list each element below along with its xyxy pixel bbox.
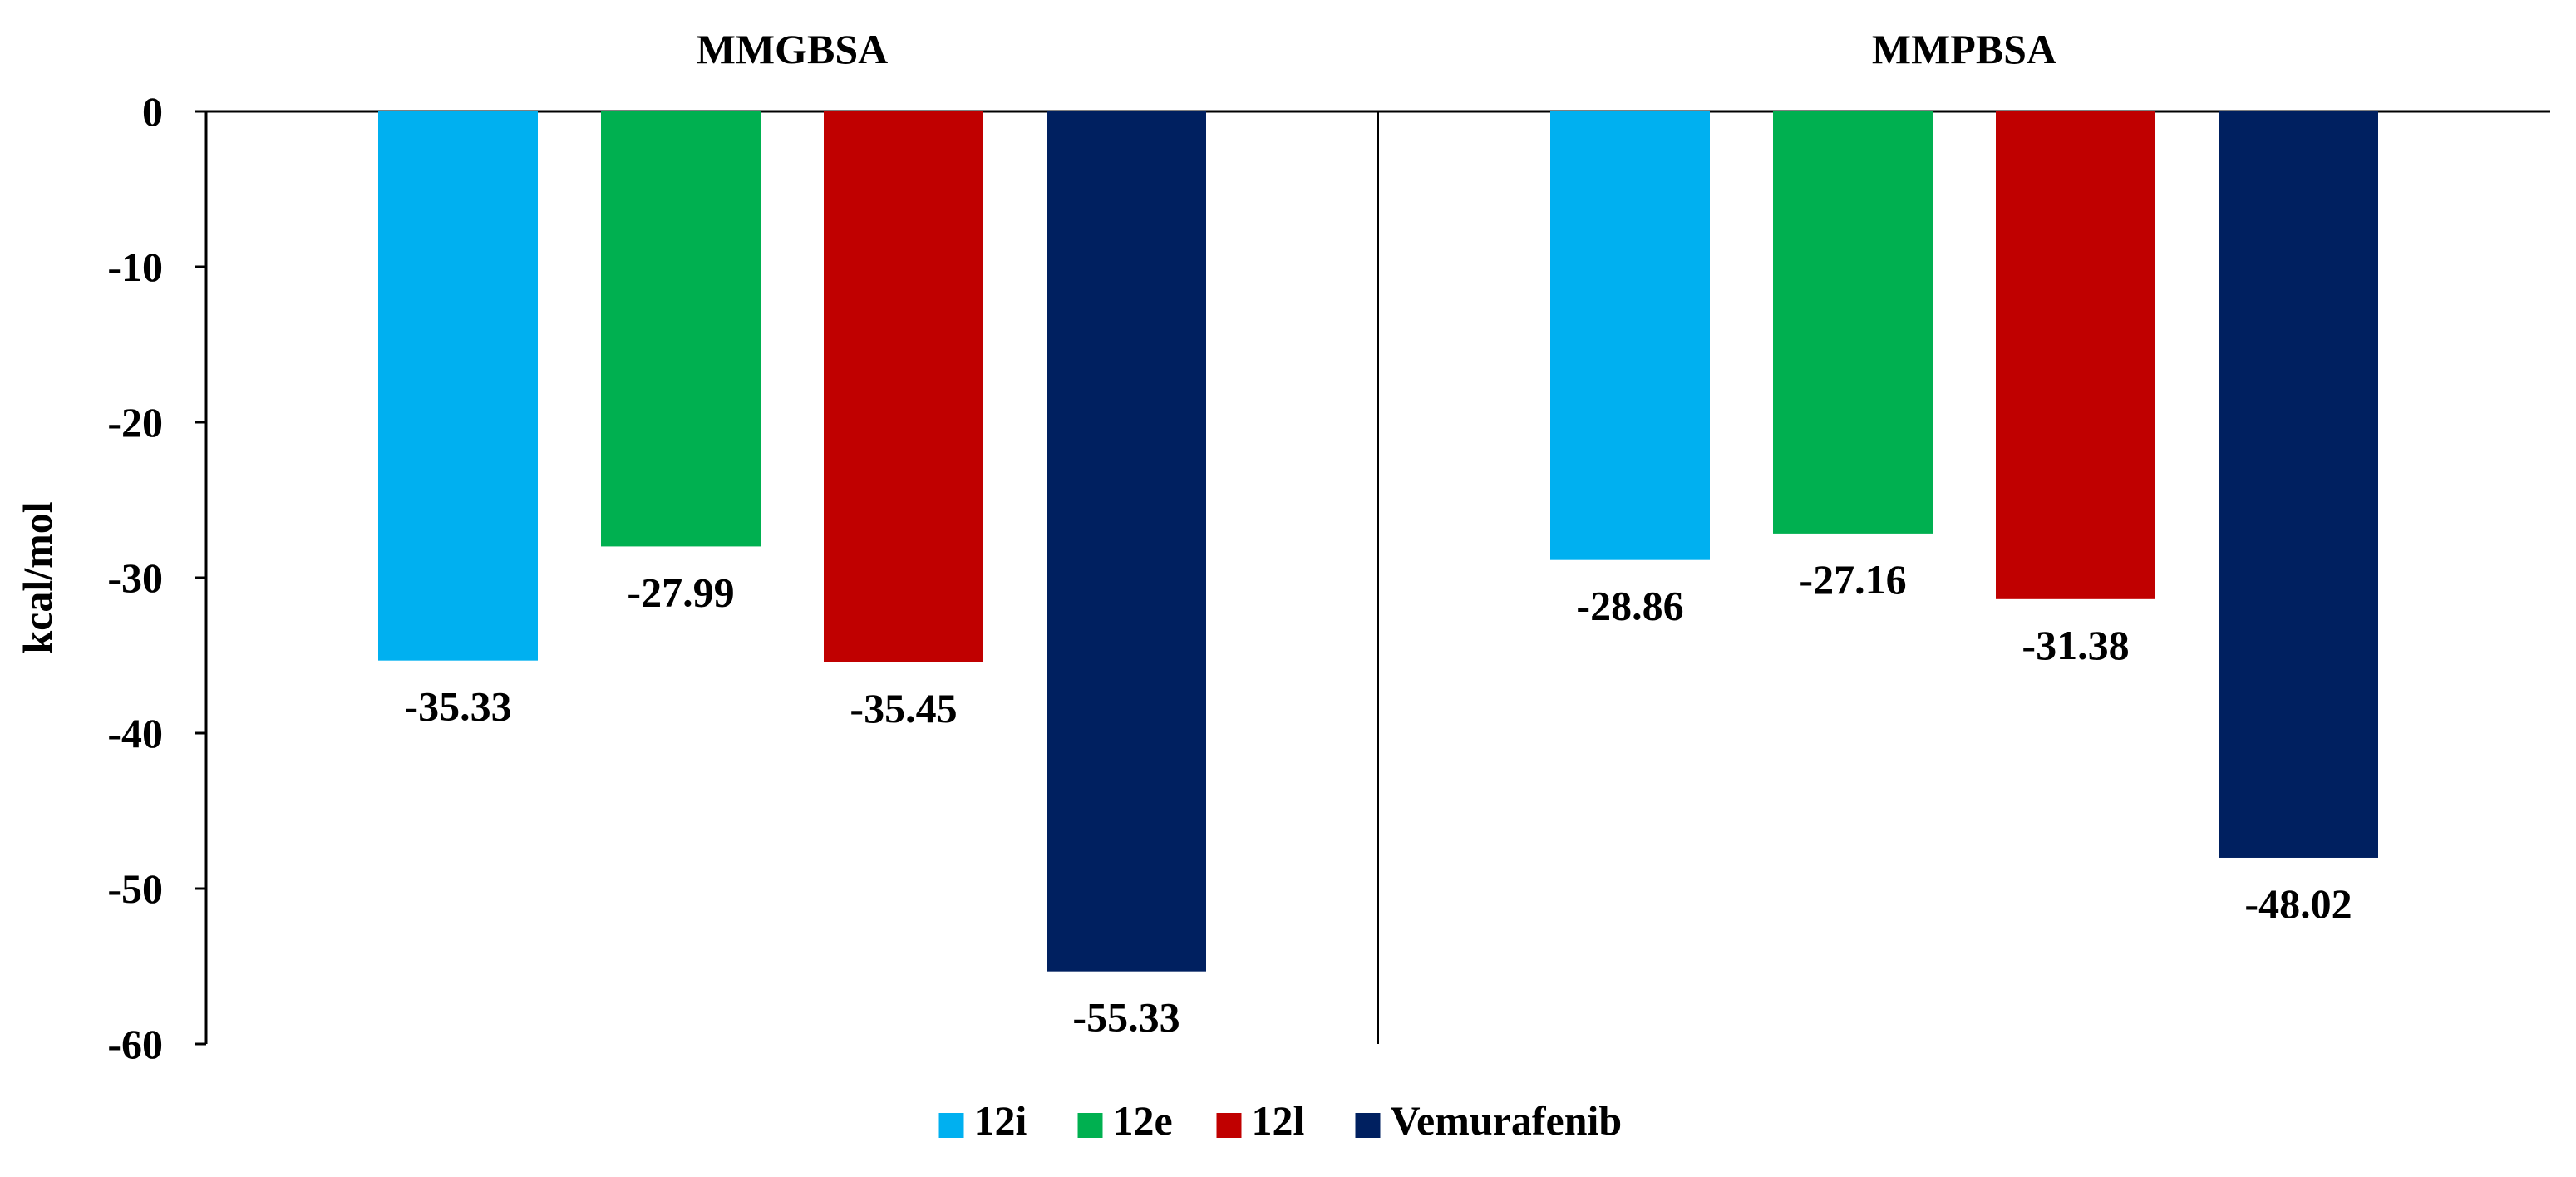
bar [1996, 111, 2155, 599]
bars [378, 111, 2378, 972]
data-labels: -35.33 -27.99 -35.45 -55.33 -28.86 -27.16 -31.… [404, 556, 2352, 1041]
category-labels: MMGBSA MMPBSA [697, 26, 2056, 72]
data-label: -35.33 [404, 683, 511, 730]
legend-swatch [1077, 1113, 1103, 1138]
bar [1047, 111, 1206, 972]
legend: 12i 12e 12l Vemurafenib [938, 1097, 1623, 1144]
legend-swatch [1216, 1113, 1242, 1138]
data-label: -48.02 [2244, 880, 2352, 927]
legend-label: 12e [1113, 1097, 1173, 1144]
y-tick-label: -30 [107, 554, 163, 601]
data-label: -31.38 [2022, 622, 2129, 668]
data-label: -28.86 [1576, 583, 1683, 629]
y-ticks: 0 -10 -20 -30 -40 -50 -60 [107, 88, 206, 1067]
y-tick-label: -20 [107, 399, 163, 446]
data-label: -55.33 [1072, 994, 1180, 1041]
y-tick-label: -50 [107, 865, 163, 912]
bar [1550, 111, 1710, 560]
legend-swatch [938, 1113, 964, 1138]
bar [2219, 111, 2378, 858]
bar [824, 111, 983, 662]
y-axis-title: kcal/mol [14, 501, 61, 653]
legend-label: 12i [974, 1097, 1027, 1144]
y-tick-label: 0 [142, 88, 163, 135]
legend-label: Vemurafenib [1391, 1097, 1623, 1144]
category-label: MMGBSA [697, 26, 889, 72]
y-tick-label: -40 [107, 710, 163, 756]
plot-area: 0-10-20-30-40-50-60 MMGBSA MMPBSA -35.33-… [107, 26, 2550, 1067]
y-tick-label: -10 [107, 244, 163, 290]
bar [601, 111, 761, 547]
category-label: MMPBSA [1872, 26, 2056, 72]
legend-label: 12l [1252, 1097, 1305, 1144]
bar [1773, 111, 1933, 534]
data-label: -35.45 [850, 685, 957, 731]
y-tick-label: -60 [107, 1021, 163, 1067]
data-label: -27.16 [1799, 556, 1906, 603]
bar [378, 111, 538, 661]
legend-swatch [1355, 1113, 1381, 1138]
data-label: -27.99 [627, 569, 734, 615]
